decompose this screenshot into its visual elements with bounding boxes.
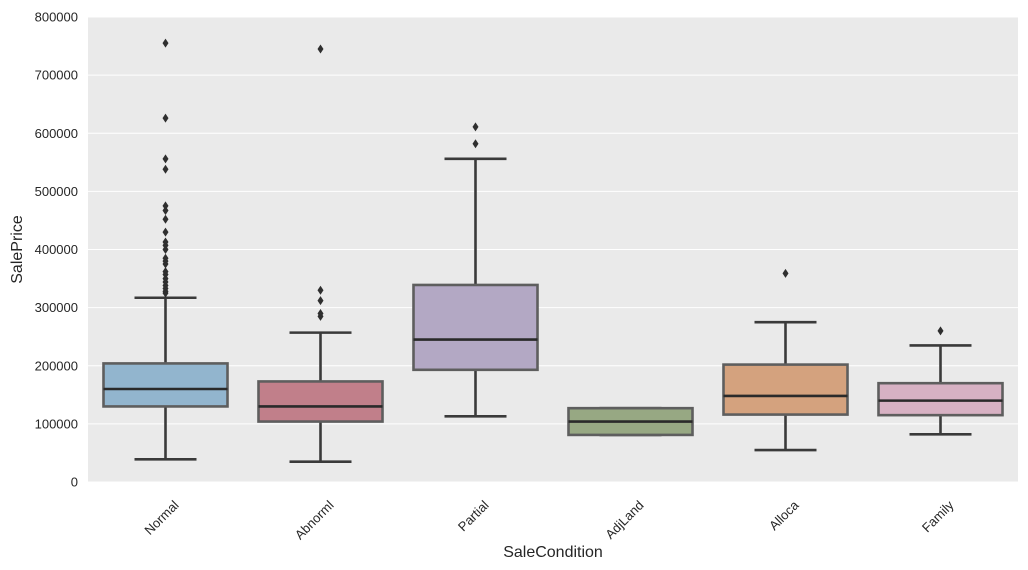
box-iqr bbox=[412, 283, 539, 372]
box-iqr bbox=[877, 381, 1004, 417]
box-abnorml bbox=[257, 44, 384, 463]
outlier-point bbox=[162, 206, 169, 216]
y-tick-label: 100000 bbox=[35, 416, 78, 431]
x-tick-label: Family bbox=[919, 497, 957, 535]
outlier-point bbox=[937, 326, 944, 336]
box-iqr bbox=[102, 362, 229, 408]
y-axis-ticks: 0 100000 200000 300000 400000 500000 600000 700… bbox=[35, 10, 78, 490]
gridlines bbox=[88, 16, 1018, 483]
y-tick-label: 400000 bbox=[35, 242, 78, 257]
outlier-point bbox=[472, 139, 479, 149]
outlier-point bbox=[162, 253, 169, 263]
box-partial bbox=[412, 122, 539, 418]
x-axis-ticks: Normal Abnorml Partial AdjLand Alloca Family bbox=[141, 497, 957, 542]
outlier-point bbox=[162, 214, 169, 224]
y-tick-label: 600000 bbox=[35, 126, 78, 141]
x-tick-label: AdjLand bbox=[602, 498, 646, 542]
outlier-point bbox=[162, 38, 169, 48]
y-tick-label: 700000 bbox=[35, 68, 78, 83]
x-axis-label: SaleCondition bbox=[503, 544, 603, 561]
y-tick-label: 0 bbox=[71, 475, 78, 490]
x-tick-label: Alloca bbox=[766, 497, 802, 533]
outlier-point bbox=[317, 285, 324, 295]
box-family bbox=[877, 326, 1004, 436]
outlier-point bbox=[162, 237, 169, 247]
y-tick-label: 300000 bbox=[35, 300, 78, 315]
outlier-point bbox=[162, 113, 169, 123]
outlier-point bbox=[162, 164, 169, 174]
box-adjland bbox=[567, 406, 694, 437]
x-tick-label: Partial bbox=[455, 497, 492, 534]
outlier-point bbox=[162, 227, 169, 237]
x-tick-label: Normal bbox=[141, 497, 181, 537]
outlier-point bbox=[317, 44, 324, 54]
y-axis-label: SalePrice bbox=[9, 215, 26, 284]
box-normal bbox=[102, 38, 229, 461]
y-tick-label: 200000 bbox=[35, 358, 78, 373]
outlier-point bbox=[162, 201, 169, 211]
outlier-point bbox=[162, 154, 169, 164]
outlier-point bbox=[162, 267, 169, 277]
box-iqr bbox=[722, 363, 849, 416]
outlier-point bbox=[317, 296, 324, 306]
box-alloca bbox=[722, 268, 849, 452]
box-iqr bbox=[257, 380, 384, 423]
outlier-point bbox=[782, 268, 789, 278]
y-tick-label: 500000 bbox=[35, 184, 78, 199]
outlier-point bbox=[317, 308, 324, 318]
y-tick-label: 800000 bbox=[35, 10, 78, 25]
x-tick-label: Abnorml bbox=[292, 497, 337, 542]
outlier-point bbox=[472, 122, 479, 132]
boxes bbox=[102, 38, 1004, 463]
